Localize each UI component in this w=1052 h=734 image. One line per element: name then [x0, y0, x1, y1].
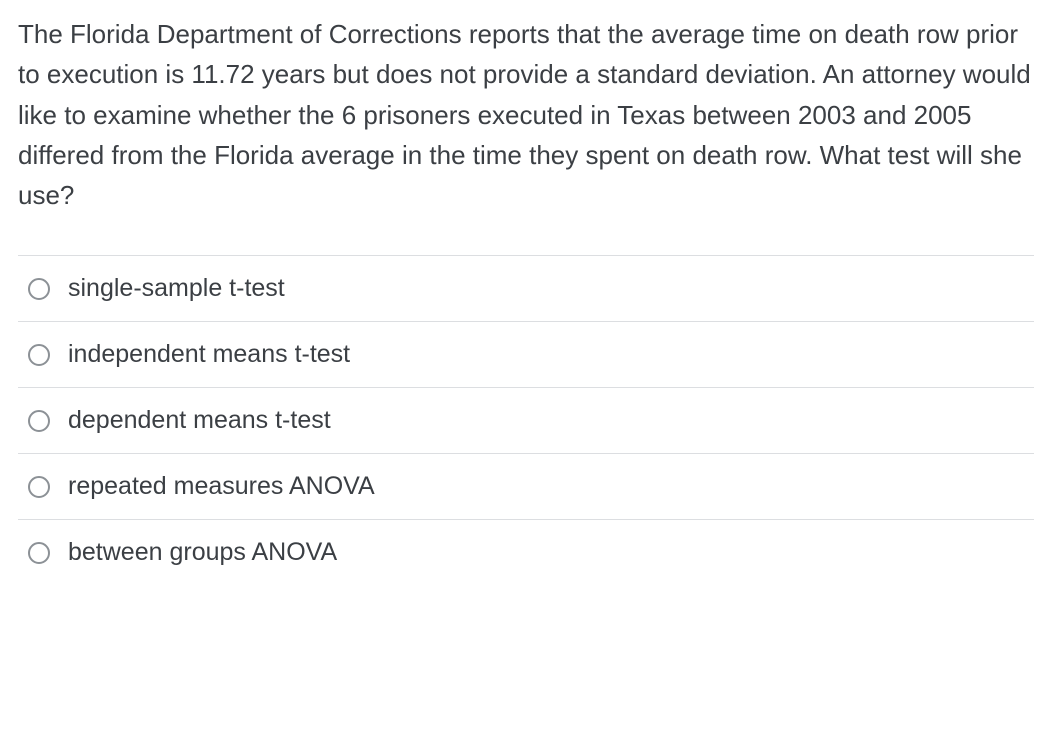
option-row[interactable]: repeated measures ANOVA [18, 453, 1034, 519]
radio-icon[interactable] [28, 410, 50, 432]
radio-icon[interactable] [28, 476, 50, 498]
option-label: dependent means t-test [68, 406, 331, 435]
option-label: independent means t-test [68, 340, 350, 369]
option-label: repeated measures ANOVA [68, 472, 375, 501]
option-row[interactable]: independent means t-test [18, 321, 1034, 387]
option-label: single-sample t-test [68, 274, 285, 303]
radio-icon[interactable] [28, 542, 50, 564]
option-label: between groups ANOVA [68, 538, 337, 567]
options-list: single-sample t-test independent means t… [18, 255, 1034, 571]
option-row[interactable]: between groups ANOVA [18, 519, 1034, 571]
radio-icon[interactable] [28, 344, 50, 366]
radio-icon[interactable] [28, 278, 50, 300]
option-row[interactable]: dependent means t-test [18, 387, 1034, 453]
question-text: The Florida Department of Corrections re… [18, 14, 1034, 215]
option-row[interactable]: single-sample t-test [18, 255, 1034, 321]
